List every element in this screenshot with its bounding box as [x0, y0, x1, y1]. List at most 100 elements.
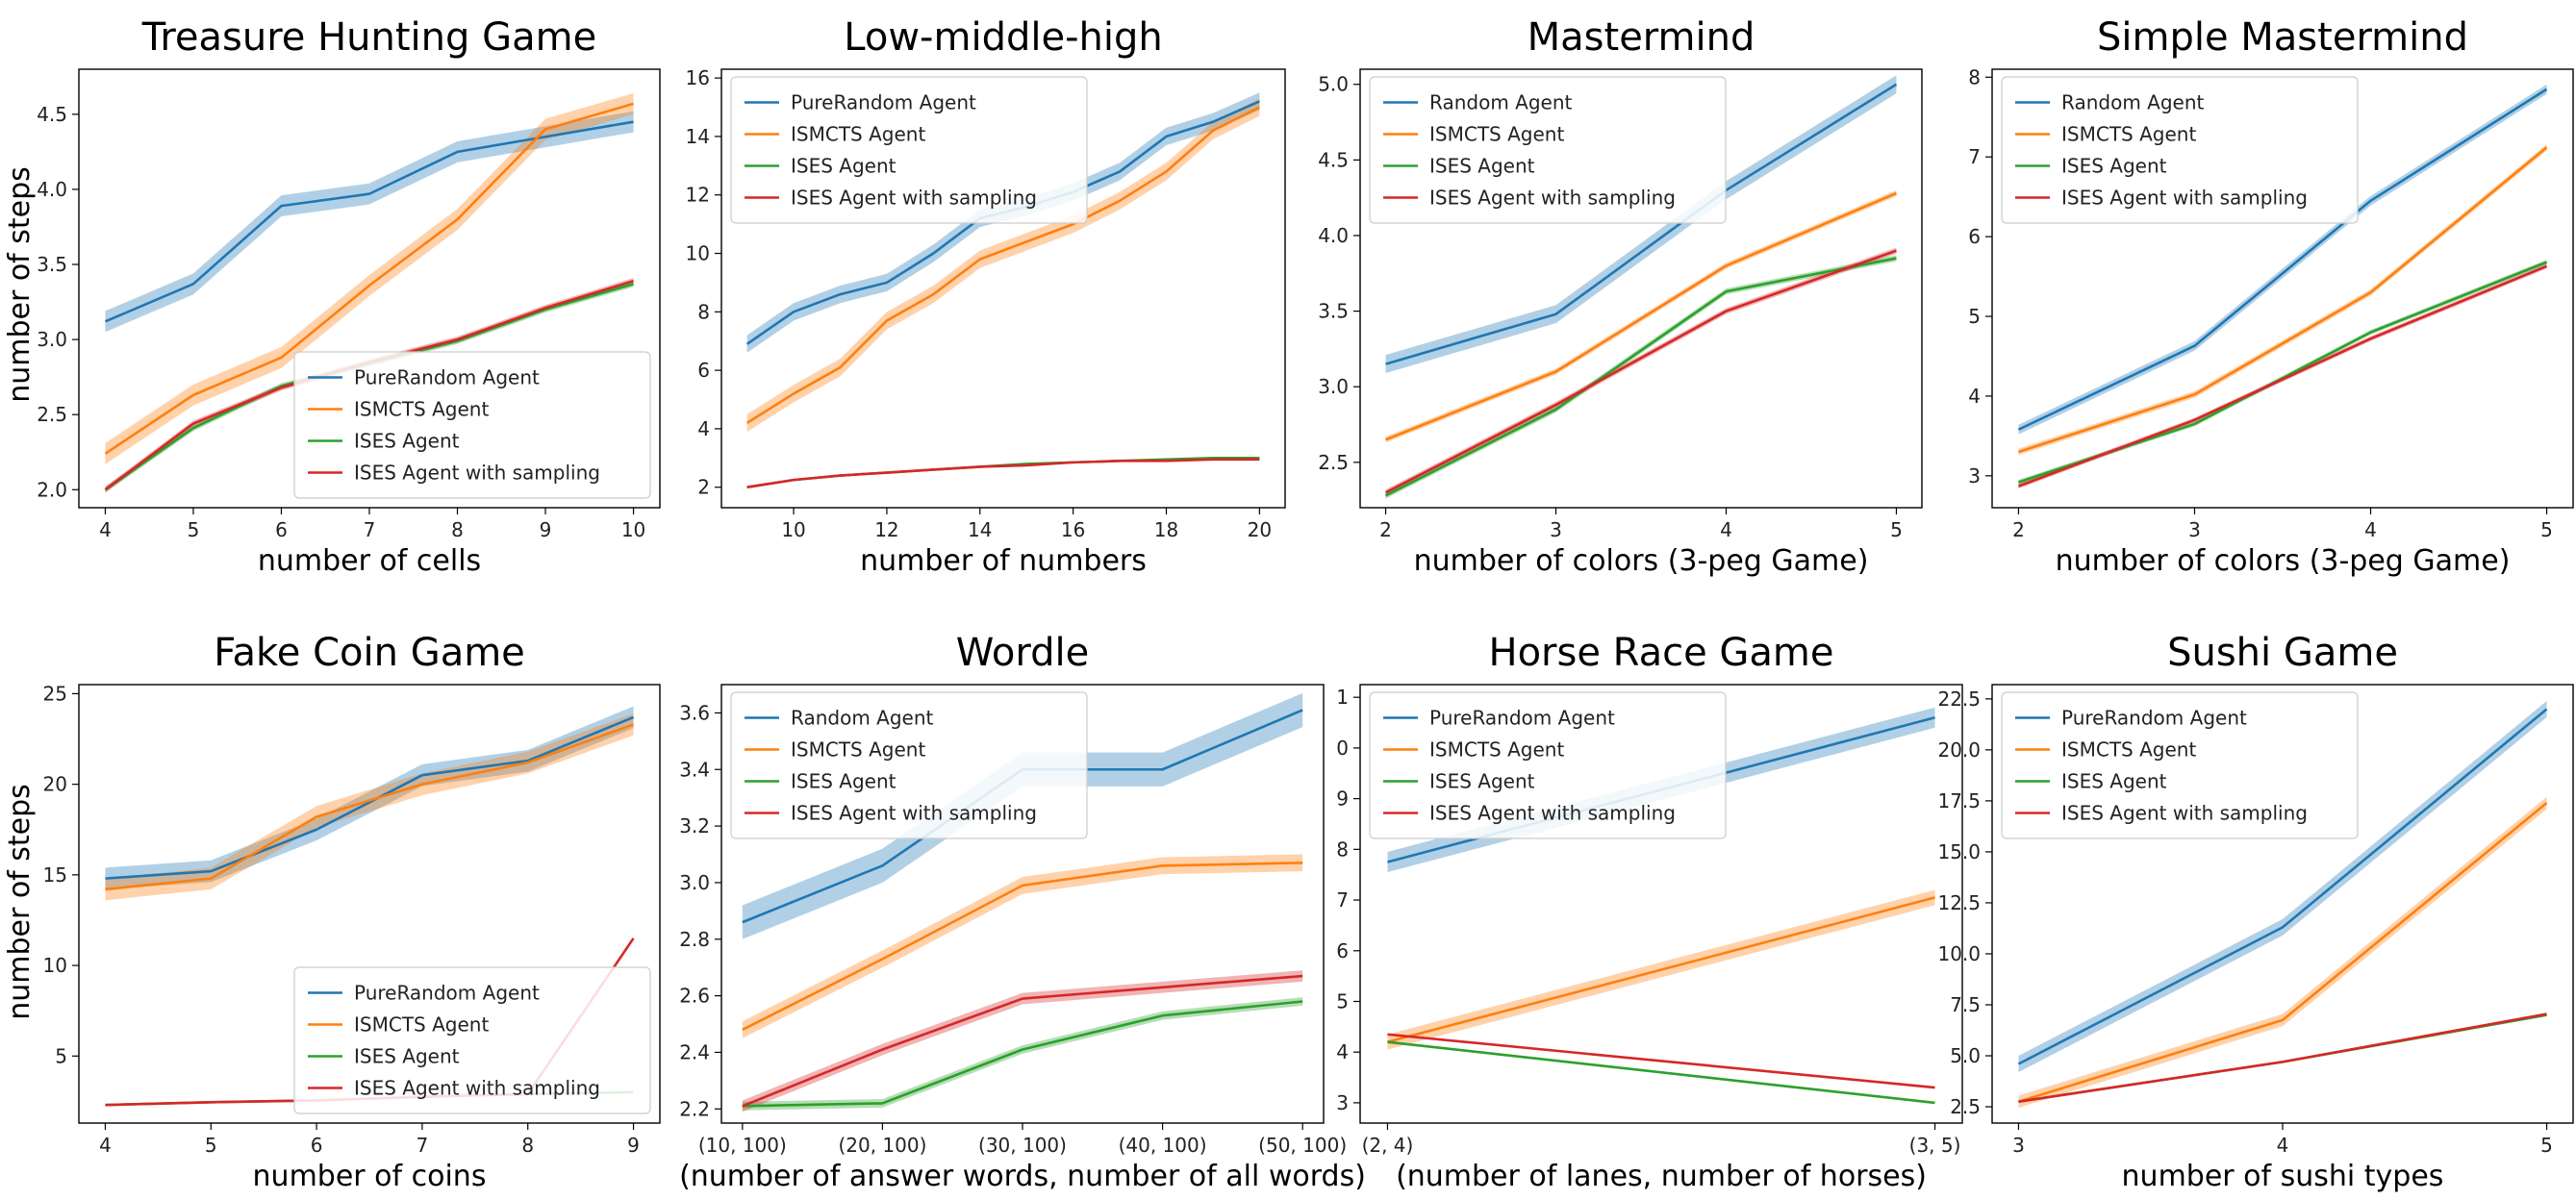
chart-sushi: Sushi Game number of sushi types 3 4 5 2.5 5.0…: [1937, 631, 2574, 1193]
y-tick-label: 4: [1968, 385, 1981, 408]
plot-frame: [720, 684, 1325, 1124]
x-axis-label: number of numbers: [860, 544, 1147, 578]
y-tick-label: 7: [1336, 888, 1349, 912]
legend: PureRandom Agent ISMCTS Agent ISES Agent IS…: [730, 76, 1088, 224]
series-band-ismcts-agent: [1385, 189, 1897, 443]
series-line-purerandom-agent: [104, 120, 634, 323]
legend-label: ISMCTS Agent: [791, 738, 925, 762]
y-tick-label: 6: [697, 359, 710, 382]
legend-label: ISES Agent: [2061, 770, 2167, 793]
y-tick-label: 22.5: [1937, 688, 1981, 711]
plot-frame: [1991, 684, 2574, 1124]
y-tick-label: 20.0: [1937, 738, 1981, 762]
y-tick-label: 5: [1336, 989, 1349, 1012]
legend-label: ISES Agent: [1429, 155, 1535, 178]
y-tick-label: 7.5: [1950, 993, 1981, 1016]
plot-frame: [78, 68, 661, 509]
y-tick-label: 8: [1336, 838, 1349, 861]
x-tick-label: 4: [99, 518, 112, 541]
y-tick-label: 2.0: [37, 478, 67, 501]
x-tick-label: (20, 100): [838, 1134, 926, 1157]
x-tick-label: 16: [1061, 518, 1085, 541]
x-tick-label: 5: [1890, 518, 1903, 541]
x-tick-label: (50, 100): [1258, 1134, 1347, 1157]
x-tick-label: (2, 4): [1362, 1134, 1414, 1157]
legend-label: ISES Agent: [2061, 155, 2167, 178]
legend-label: ISMCTS Agent: [1429, 123, 1564, 146]
plot-area: [104, 92, 634, 493]
y-tick-label: 5.0: [1950, 1044, 1981, 1067]
series-line-ismcts-agent: [104, 102, 634, 455]
legend: PureRandom Agent ISMCTS Agent ISES Agent IS…: [2001, 691, 2359, 839]
y-tick-label: 14: [686, 125, 710, 148]
y-tick-label: 8: [697, 300, 710, 323]
series-line-ismcts-agent: [2018, 146, 2548, 454]
plot-area: [742, 692, 1303, 1112]
series-line-ises-agent-with-sampling: [1387, 1033, 1935, 1089]
y-tick-label: 2.8: [679, 928, 710, 951]
plot-frame: [1359, 68, 1923, 509]
x-tick-label: 20: [1248, 518, 1272, 541]
plot-area: [2017, 84, 2548, 489]
y-tick-label: 3: [1336, 1091, 1349, 1114]
series-line-ises-agent: [1384, 257, 1897, 497]
chart-panels: Treasure Hunting Game number of cells 4 5 6 7…: [37, 15, 2574, 1193]
y-tick-label: 0: [1336, 737, 1349, 760]
y-tick-label: 15.0: [1937, 840, 1981, 863]
y-tick-label: 2.6: [679, 985, 710, 1008]
legend: PureRandom Agent ISMCTS Agent ISES Agent IS…: [293, 351, 651, 499]
legend-label: Random Agent: [1429, 91, 1573, 114]
legend-label: PureRandom Agent: [354, 366, 540, 389]
chart-fakecoin: Fake Coin Game number of coins 4 5 6 7 8 9 5 10 15…: [43, 631, 661, 1193]
legend-label: ISES Agent: [354, 1045, 460, 1068]
legend-box: [293, 351, 651, 499]
x-tick-label: 4: [1720, 518, 1732, 541]
y-tick-label: 5: [55, 1044, 67, 1067]
legend-label: ISES Agent with sampling: [1429, 802, 1676, 825]
legend-label: ISES Agent with sampling: [354, 1077, 600, 1100]
x-tick-label: 8: [451, 518, 464, 541]
legend-label: ISMCTS Agent: [2061, 123, 2196, 146]
y-tick-label: 7: [1968, 145, 1981, 168]
plot-area: [1384, 75, 1898, 499]
legend-box: [1369, 76, 1727, 224]
legend-label: ISMCTS Agent: [2061, 738, 2196, 762]
chart-lowmid: Low-middle-high number of numbers 10 12 14 16…: [686, 15, 1286, 578]
y-tick-label: 4: [697, 417, 710, 440]
x-axis-label: number of colors (3-peg Game): [2056, 544, 2511, 578]
chart-title: Horse Race Game: [1489, 631, 1834, 675]
x-tick-label: 3: [2012, 1134, 2025, 1157]
series-band-ismcts-agent: [105, 92, 634, 464]
x-axis-label: number of cells: [258, 544, 481, 578]
chart-simplemm: Simple Mastermind number of colors (3-peg…: [1968, 15, 2574, 578]
x-axis-label: (number of lanes, number of horses): [1396, 1160, 1927, 1193]
chart-title: Sushi Game: [2167, 631, 2398, 675]
series-line-ismcts-agent: [742, 862, 1303, 1032]
series-band-ismcts-agent: [742, 854, 1303, 1038]
y-tick-label: 2.4: [679, 1040, 710, 1063]
series-line-ises-agent-with-sampling: [742, 974, 1303, 1108]
legend-label: ISES Agent: [1429, 770, 1535, 793]
y-tick-label: 3.6: [679, 701, 710, 724]
plot-area: [2017, 700, 2548, 1109]
x-tick-label: 4: [2364, 518, 2377, 541]
legend-label: PureRandom Agent: [2061, 707, 2247, 730]
x-tick-label: 2: [2012, 518, 2025, 541]
legend: Random Agent ISMCTS Agent ISES Agent ISES A…: [1369, 76, 1727, 224]
y-tick-label: 4.5: [1318, 148, 1349, 171]
legend-label: ISES Agent: [791, 155, 897, 178]
legend-label: Random Agent: [2061, 91, 2205, 114]
x-tick-label: 5: [205, 1134, 217, 1157]
chart-treasure: Treasure Hunting Game number of cells 4 5 6 7…: [37, 15, 661, 578]
y-tick-label: 2.2: [679, 1097, 710, 1120]
legend-label: PureRandom Agent: [354, 982, 540, 1005]
x-tick-label: 9: [540, 518, 552, 541]
y-tick-label: 3.2: [679, 814, 710, 838]
legend-label: ISMCTS Agent: [791, 123, 925, 146]
x-tick-label: (40, 100): [1119, 1134, 1207, 1157]
x-axis-label: number of colors (3-peg Game): [1414, 544, 1869, 578]
y-tick-label: 2.5: [37, 403, 67, 426]
y-tick-label: 2.5: [1950, 1095, 1981, 1118]
y-tick-label: 17.5: [1937, 789, 1981, 812]
series-band-purerandom-agent: [746, 92, 1260, 353]
